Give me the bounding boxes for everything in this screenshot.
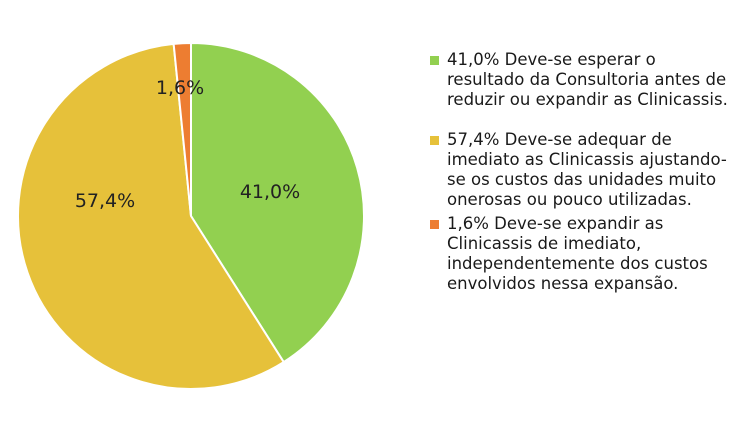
pie-slice-expandir	[172, 41, 192, 217]
legend-swatch-yellow	[430, 136, 439, 145]
slice-label-adequar-imediato: 57,4%	[75, 190, 135, 212]
pie-slices	[17, 41, 365, 390]
legend-item-esperar: 41,0% Deve-se esperar o resultado da Con…	[430, 50, 730, 110]
legend-text: 41,0% Deve-se esperar o resultado da Con…	[447, 50, 728, 109]
pie-slice-labels: 41,0% 57,4% 1,6%	[75, 77, 300, 212]
legend-item-expandir: 1,6% Deve-se expandir as Clinicassis de …	[430, 214, 730, 294]
pie-slice-adequar	[17, 42, 286, 390]
legend-item-adequar: 57,4% Deve-se adequar de imediato as Cli…	[430, 130, 730, 210]
legend-swatch-green	[430, 56, 439, 65]
legend-text: 1,6% Deve-se expandir as Clinicassis de …	[447, 214, 708, 293]
legend-swatch-orange	[430, 220, 439, 229]
slice-label-expandir-imediato: 1,6%	[156, 77, 204, 99]
legend-text: 57,4% Deve-se adequar de imediato as Cli…	[447, 130, 727, 209]
slice-label-concordo-esperar: 41,0%	[240, 181, 300, 203]
legend: 41,0% Deve-se esperar o resultado da Con…	[430, 50, 730, 294]
